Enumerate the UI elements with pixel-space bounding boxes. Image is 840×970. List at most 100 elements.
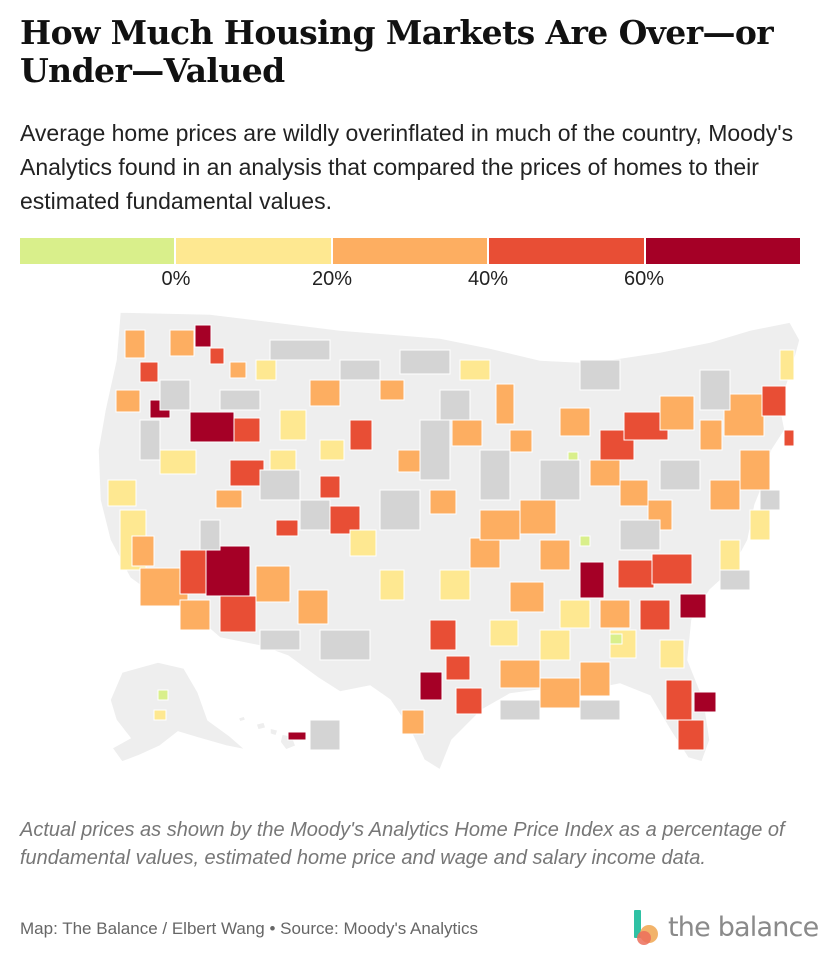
county-region (159, 379, 191, 411)
county-region (159, 449, 197, 475)
county-region (309, 719, 341, 751)
county-region (451, 419, 483, 447)
county-region (189, 411, 235, 443)
county-region (124, 329, 146, 359)
legend-bin-0 (20, 238, 177, 264)
county-region (229, 361, 247, 379)
county-region (719, 539, 741, 571)
county-region (519, 499, 557, 535)
county-region (429, 619, 457, 651)
county-region (749, 509, 771, 541)
county-region (319, 439, 345, 461)
county-region (509, 429, 533, 453)
county-region (539, 629, 571, 661)
county-region (559, 407, 591, 437)
county-region (279, 409, 307, 441)
county-region (783, 429, 795, 447)
color-legend: 0% 20% 40% 60% (20, 238, 801, 298)
county-region (579, 699, 621, 721)
county-region (599, 599, 631, 629)
county-region (659, 639, 685, 669)
county-region (259, 629, 301, 651)
county-region (761, 385, 787, 417)
county-region (499, 659, 541, 689)
county-region (429, 489, 457, 515)
legend-bin-3 (489, 238, 646, 264)
county-tiles (107, 324, 795, 751)
county-region (255, 359, 277, 381)
county-region (579, 535, 591, 547)
county-region (619, 479, 649, 507)
county-region (659, 395, 695, 431)
county-region (779, 349, 795, 381)
legend-tick-0: 0% (161, 268, 191, 290)
county-region (179, 599, 211, 631)
county-region (679, 593, 707, 619)
county-region (659, 459, 701, 491)
county-region (379, 489, 421, 531)
county-region (699, 419, 723, 451)
county-region (349, 419, 373, 451)
county-region (139, 419, 161, 461)
county-region (269, 339, 331, 361)
the-balance-logo-icon (634, 910, 658, 945)
county-region (559, 599, 591, 629)
county-region (319, 629, 371, 661)
county-region (339, 359, 381, 381)
county-region (445, 655, 471, 681)
county-region (275, 519, 299, 537)
county-region (499, 699, 541, 721)
county-region (399, 349, 451, 375)
county-region (489, 619, 519, 647)
county-region (509, 581, 545, 613)
hawaii-outline (236, 715, 297, 751)
county-region (693, 691, 717, 713)
county-region (739, 449, 771, 491)
county-region (209, 347, 225, 365)
county-region (459, 359, 491, 381)
county-region (287, 731, 307, 741)
county-region (539, 677, 581, 709)
county-region (297, 589, 329, 625)
county-region (651, 553, 693, 585)
county-region (759, 489, 781, 511)
county-region (579, 561, 605, 599)
county-region (539, 539, 571, 571)
county-region (107, 479, 137, 507)
county-region (379, 569, 405, 601)
county-region (255, 565, 291, 603)
legend-bin-4 (645, 238, 801, 264)
county-region (115, 389, 141, 413)
county-region (479, 449, 511, 501)
county-region (719, 569, 751, 591)
county-region (259, 469, 301, 501)
county-region (699, 369, 731, 411)
county-region (219, 389, 261, 411)
us-county-choropleth-map (97, 311, 801, 772)
county-region (219, 595, 257, 633)
county-region (131, 535, 155, 567)
county-region (439, 569, 471, 601)
legend-tick-60: 60% (623, 268, 665, 290)
county-region (199, 519, 221, 551)
county-region (665, 679, 693, 721)
county-region (617, 559, 655, 589)
county-region (455, 687, 483, 715)
source-credit: Map: The Balance / Elbert Wang • Source:… (20, 919, 479, 938)
chart-subtitle: Average home prices are wildly overinfla… (20, 120, 794, 214)
methodology-note: Actual prices as shown by the Moody's An… (20, 819, 785, 869)
county-region (709, 479, 741, 511)
chart-title: How Much Housing Markets Are Over—or Und… (20, 13, 774, 90)
the-balance-logo-text: the balance (668, 912, 819, 943)
county-region (233, 417, 261, 443)
alaska-outline (109, 661, 249, 763)
legend-bin-1 (176, 238, 333, 264)
county-region (439, 389, 471, 421)
county-region (495, 383, 515, 425)
county-region (599, 429, 635, 461)
legend-tick-40: 40% (467, 268, 509, 290)
county-region (397, 449, 421, 473)
county-region (215, 489, 243, 509)
county-region (153, 709, 167, 721)
county-region (579, 359, 621, 391)
